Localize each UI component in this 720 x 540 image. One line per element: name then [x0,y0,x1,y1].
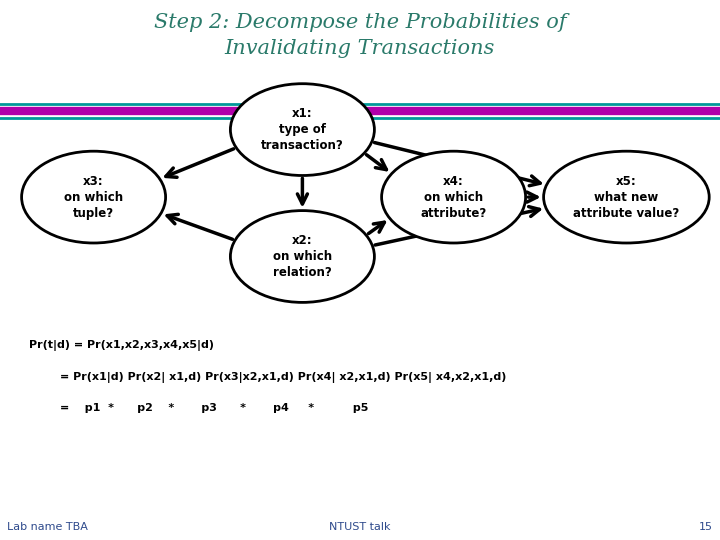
Text: NTUST talk: NTUST talk [329,522,391,532]
Text: Pr(t|d) = Pr(x1,x2,x3,x4,x5|d): Pr(t|d) = Pr(x1,x2,x3,x4,x5|d) [29,340,214,351]
Ellipse shape [22,151,166,243]
Text: x1:
type of
transaction?: x1: type of transaction? [261,107,343,152]
Ellipse shape [230,211,374,302]
Ellipse shape [382,151,526,243]
Text: x3:
on which
tuple?: x3: on which tuple? [64,174,123,220]
Text: =    p1  *      p2    *       p3      *       p4     *          p5: = p1 * p2 * p3 * p4 * p5 [29,403,368,413]
Text: x4:
on which
attribute?: x4: on which attribute? [420,174,487,220]
Text: Lab name TBA: Lab name TBA [7,522,88,532]
Text: 15: 15 [699,522,713,532]
Ellipse shape [544,151,709,243]
Text: x2:
on which
relation?: x2: on which relation? [273,234,332,279]
Text: Step 2: Decompose the Probabilities of
Invalidating Transactions: Step 2: Decompose the Probabilities of I… [153,14,567,57]
Text: x5:
what new
attribute value?: x5: what new attribute value? [573,174,680,220]
Ellipse shape [230,84,374,176]
Text: = Pr(x1|d) Pr(x2| x1,d) Pr(x3|x2,x1,d) Pr(x4| x2,x1,d) Pr(x5| x4,x2,x1,d): = Pr(x1|d) Pr(x2| x1,d) Pr(x3|x2,x1,d) P… [29,372,506,382]
